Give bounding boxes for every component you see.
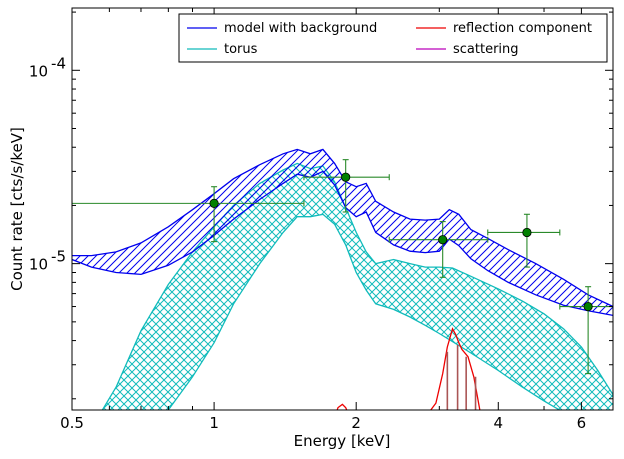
x-tick-label: 1: [209, 414, 219, 432]
y-tick-label: 10: [29, 62, 48, 80]
data-marker: [522, 227, 532, 238]
y-axis-title: Count rate [cts/s/keV]: [8, 127, 26, 291]
data-marker: [438, 235, 448, 245]
data-point-1: [72, 186, 305, 243]
data-point-4: [487, 213, 561, 268]
torus-lower-line: [167, 213, 561, 410]
x-axis-title: Energy [keV]: [294, 432, 391, 450]
data-point-3: [388, 221, 489, 278]
y-tick-exponent: -5: [51, 248, 66, 266]
legend-label-reflection: reflection component: [453, 21, 592, 36]
data-marker: [341, 172, 351, 182]
axes: 0.5 1 2 4 610-510-4: [29, 7, 614, 432]
data-marker: [583, 301, 593, 312]
reflection-line: [336, 327, 481, 410]
data-marker: [209, 198, 219, 208]
legend-label-torus: torus: [224, 42, 258, 57]
legend-label-model: model with background: [224, 21, 377, 36]
model-lower-line: [72, 170, 613, 317]
x-tick-label: 0.5: [60, 414, 84, 432]
y-tick-exponent: -4: [51, 54, 66, 72]
data-point-5: [559, 286, 613, 375]
torus-band-fill: [102, 163, 613, 410]
axes-frame: [71, 7, 614, 411]
legend: model with background reflection compone…: [178, 13, 608, 63]
legend-label-scattering: scattering: [453, 42, 519, 57]
legend-box: [178, 13, 608, 63]
x-tick-label: 4: [494, 414, 504, 432]
data-point-2: [303, 159, 390, 213]
model-band-fill: [72, 149, 613, 316]
y-tick-label: 10: [29, 256, 48, 274]
x-tick-label: 6: [577, 414, 587, 432]
x-tick-label: 2: [351, 414, 361, 432]
plot-area: [72, 148, 613, 410]
